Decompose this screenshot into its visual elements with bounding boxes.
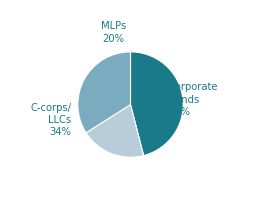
Wedge shape	[78, 52, 130, 133]
Text: Corporate
bonds
46%: Corporate bonds 46%	[169, 82, 218, 117]
Wedge shape	[130, 52, 183, 156]
Text: C-corps/
LLCs
34%: C-corps/ LLCs 34%	[31, 103, 72, 137]
Text: MLPs
20%: MLPs 20%	[100, 21, 126, 44]
Wedge shape	[86, 105, 144, 157]
